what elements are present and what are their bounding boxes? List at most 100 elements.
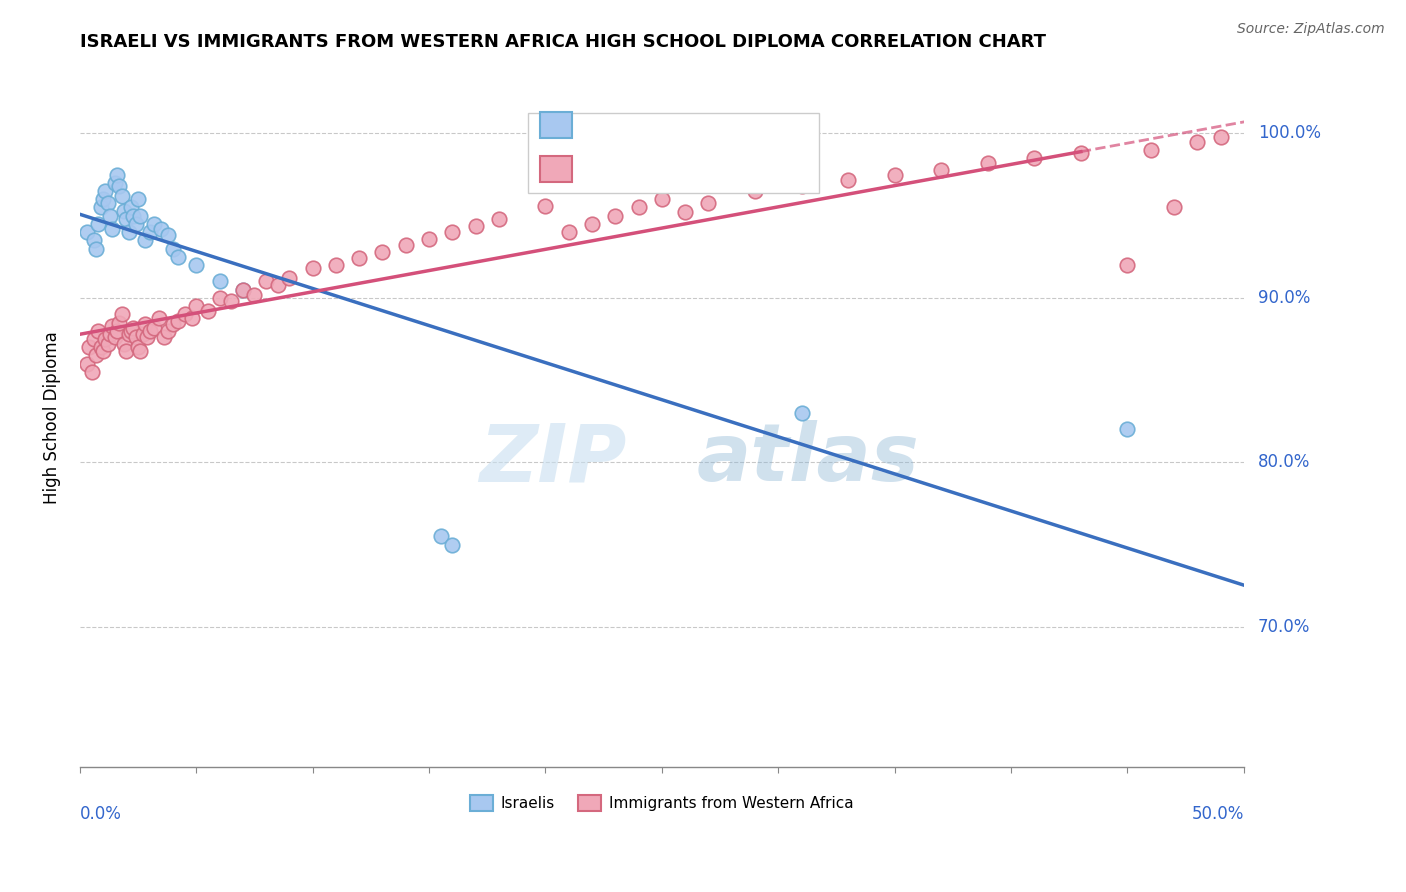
Text: 90.0%: 90.0% <box>1258 289 1310 307</box>
FancyBboxPatch shape <box>540 156 572 182</box>
Text: 0.0%: 0.0% <box>80 805 122 823</box>
Point <box>127 340 149 354</box>
Point <box>77 340 100 354</box>
Point <box>673 205 696 219</box>
Point <box>148 310 170 325</box>
Text: R = 0.054   N = 36: R = 0.054 N = 36 <box>583 116 754 135</box>
Text: Source: ZipAtlas.com: Source: ZipAtlas.com <box>1237 22 1385 37</box>
Text: 80.0%: 80.0% <box>1258 453 1310 471</box>
Point <box>129 209 152 223</box>
Point <box>87 324 110 338</box>
Point <box>98 327 121 342</box>
Point <box>180 310 202 325</box>
Point <box>129 343 152 358</box>
Point <box>929 162 952 177</box>
Point <box>83 233 105 247</box>
Point <box>97 337 120 351</box>
Point <box>488 211 510 226</box>
Point <box>325 258 347 272</box>
Point <box>115 343 138 358</box>
Point <box>1024 151 1046 165</box>
Point <box>97 195 120 210</box>
Point <box>219 294 242 309</box>
FancyBboxPatch shape <box>540 112 572 138</box>
Point <box>1163 201 1185 215</box>
Point <box>166 314 188 328</box>
Point <box>108 316 131 330</box>
Point <box>125 217 148 231</box>
Point <box>150 222 173 236</box>
Text: ISRAELI VS IMMIGRANTS FROM WESTERN AFRICA HIGH SCHOOL DIPLOMA CORRELATION CHART: ISRAELI VS IMMIGRANTS FROM WESTERN AFRIC… <box>80 33 1046 51</box>
Point <box>91 192 114 206</box>
Point <box>186 299 208 313</box>
Point <box>441 225 464 239</box>
Point <box>278 271 301 285</box>
Point <box>111 307 134 321</box>
Point <box>104 330 127 344</box>
Point <box>90 201 112 215</box>
Point <box>395 238 418 252</box>
Point <box>138 324 160 338</box>
Point <box>108 179 131 194</box>
Point <box>651 192 673 206</box>
Point <box>1139 143 1161 157</box>
Point <box>112 337 135 351</box>
Point <box>111 189 134 203</box>
Text: R =  0.377   N = 75: R = 0.377 N = 75 <box>583 160 761 178</box>
Text: ZIP: ZIP <box>479 420 627 498</box>
Point <box>143 320 166 334</box>
Point <box>120 324 142 338</box>
Point <box>1070 146 1092 161</box>
Point <box>162 242 184 256</box>
Point <box>101 318 124 333</box>
Point <box>104 176 127 190</box>
Point <box>254 275 277 289</box>
Point <box>627 201 650 215</box>
Point <box>84 242 107 256</box>
Point <box>157 324 180 338</box>
Point <box>83 332 105 346</box>
Point <box>84 349 107 363</box>
Text: 50.0%: 50.0% <box>1191 805 1244 823</box>
Point <box>581 217 603 231</box>
Point <box>557 225 579 239</box>
Point <box>152 330 174 344</box>
Point <box>429 529 451 543</box>
Point <box>105 168 128 182</box>
Point <box>232 283 254 297</box>
Point <box>790 406 813 420</box>
Point <box>87 217 110 231</box>
Point <box>464 219 486 233</box>
Point <box>143 217 166 231</box>
Point <box>80 365 103 379</box>
Point <box>91 343 114 358</box>
Point <box>127 192 149 206</box>
Point <box>173 307 195 321</box>
Point <box>208 291 231 305</box>
Point <box>418 232 440 246</box>
Point <box>101 222 124 236</box>
Point <box>371 244 394 259</box>
Point <box>162 317 184 331</box>
Point <box>534 199 557 213</box>
Point <box>441 538 464 552</box>
Point <box>697 195 720 210</box>
Point <box>118 327 141 342</box>
Point <box>1187 135 1209 149</box>
Point <box>76 357 98 371</box>
Point <box>94 332 117 346</box>
Point <box>232 283 254 297</box>
Point <box>138 225 160 239</box>
Point <box>1116 258 1139 272</box>
Legend: Israelis, Immigrants from Western Africa: Israelis, Immigrants from Western Africa <box>471 796 853 812</box>
Point <box>208 275 231 289</box>
Point <box>115 211 138 226</box>
Y-axis label: High School Diploma: High School Diploma <box>44 331 60 503</box>
Point <box>122 320 145 334</box>
Point <box>112 203 135 218</box>
Point <box>1116 422 1139 436</box>
FancyBboxPatch shape <box>529 113 818 194</box>
Point <box>347 252 370 266</box>
Point <box>744 184 766 198</box>
Text: 100.0%: 100.0% <box>1258 125 1320 143</box>
